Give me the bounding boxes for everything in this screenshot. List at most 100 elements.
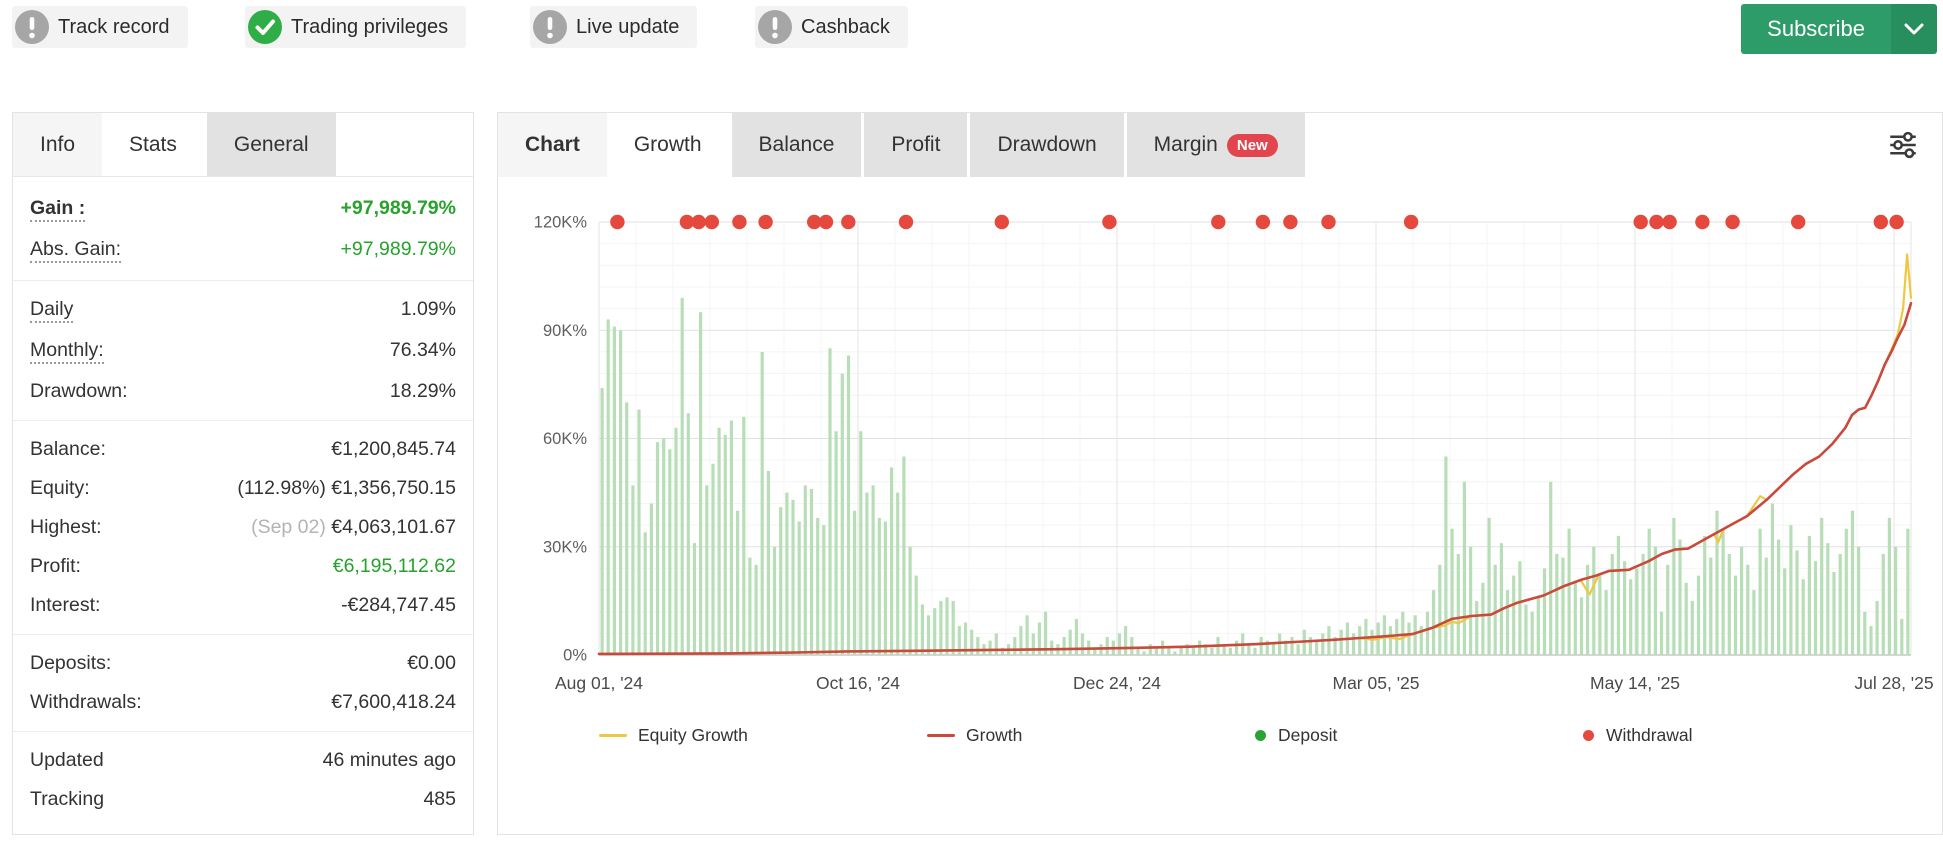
legend-label: Growth	[966, 725, 1023, 745]
badge-live-update[interactable]: Live update	[530, 6, 698, 48]
stat-row-highest: Highest: (Sep 02) €4,063,101.67	[13, 508, 473, 547]
stat-value-daily: 1.09%	[401, 298, 456, 321]
subscribe-dropdown-toggle[interactable]	[1891, 4, 1937, 54]
legend-label: Withdrawal	[1606, 725, 1693, 745]
legend-item-equity-growth[interactable]: Equity Growth	[599, 725, 927, 746]
stat-value-deposits: €0.00	[407, 652, 456, 675]
line-swatch-equity-growth	[599, 734, 627, 737]
tab-profit[interactable]: Profit	[864, 113, 968, 177]
stat-row-balance: Balance: €1,200,845.74	[13, 430, 473, 469]
tab-label: Margin	[1153, 133, 1218, 156]
stats-panel: Info Stats General Gain : +97,989.79% Abs. G…	[12, 112, 474, 835]
stat-amount: 18.29%	[389, 380, 456, 402]
x-axis-label: Aug 01, '24	[555, 673, 643, 693]
growth-chart[interactable]: 120K% 90K% 60K% 30K% 0% Aug 01, '24 Oct 16, '2…	[498, 177, 1942, 702]
tab-label: Growth	[633, 133, 702, 156]
stat-label-profit: Profit:	[30, 555, 81, 577]
stat-amount: 1.09%	[400, 298, 456, 320]
y-axis-label: 60K%	[543, 430, 587, 448]
y-axis-label: 0%	[563, 647, 587, 665]
stat-value-balance: €1,200,845.74	[331, 438, 456, 461]
daily-gain-bars	[600, 297, 1910, 656]
y-axis-label: 90K%	[543, 322, 587, 340]
y-axis-label: 30K%	[543, 538, 587, 556]
stat-label-withdrawals: Withdrawals:	[30, 691, 142, 713]
stat-label-deposits: Deposits:	[30, 652, 112, 674]
badge-label: Live update	[576, 15, 680, 38]
x-axis-label: Jul 28, '25	[1854, 673, 1933, 693]
stat-label-drawdown: Drawdown:	[30, 380, 128, 402]
stat-row-withdrawals: Withdrawals: €7,600,418.24	[13, 683, 473, 732]
subscribe-button[interactable]: Subscribe	[1741, 4, 1937, 54]
badge-label: Track record	[58, 15, 170, 38]
chevron-down-icon	[1904, 23, 1924, 35]
stat-row-monthly: Monthly: 76.34%	[13, 331, 473, 372]
stat-value-tracking: 485	[423, 788, 456, 811]
growth-chart-area[interactable]: 120K% 90K% 60K% 30K% 0% Aug 01, '24 Oct 16, '2…	[498, 177, 1942, 833]
tab-general[interactable]: General	[206, 113, 336, 176]
stat-label-monthly[interactable]: Monthly:	[30, 339, 104, 364]
stat-amount: €6,195,112.62	[332, 555, 456, 577]
badge-trading-privileges[interactable]: Trading privileges	[245, 6, 467, 48]
stats-list: Gain : +97,989.79% Abs. Gain: +97,989.79% Da…	[13, 177, 473, 819]
stat-amount: 76.34%	[389, 339, 456, 361]
badge-cashback[interactable]: Cashback	[755, 6, 908, 48]
stat-amount: €0.00	[407, 652, 456, 674]
tab-info[interactable]: Info	[13, 113, 103, 176]
tab-chart[interactable]: Chart	[498, 113, 607, 177]
growth-chart-svg[interactable]: 120K% 90K% 60K% 30K% 0% Aug 01, '24 Oct 16, '2…	[498, 177, 1942, 697]
legend-item-withdrawal[interactable]: Withdrawal	[1583, 725, 1911, 746]
stat-value-interest: -€284,747.45	[341, 594, 456, 617]
legend-item-deposit[interactable]: Deposit	[1255, 725, 1583, 746]
stat-label-abs-gain[interactable]: Abs. Gain:	[30, 238, 122, 263]
stat-value-updated: 46 minutes ago	[323, 749, 456, 772]
tab-label: Balance	[758, 133, 835, 156]
stat-row-gain: Gain : +97,989.79%	[13, 189, 473, 230]
stat-row-daily: Daily 1.09%	[13, 290, 473, 331]
stat-amount: €1,200,845.74	[331, 438, 456, 460]
x-axis-label: Mar 05, '25	[1333, 673, 1420, 693]
legend-item-growth[interactable]: Growth	[927, 725, 1255, 746]
stat-row-drawdown: Drawdown: 18.29%	[13, 372, 473, 421]
tab-label: Drawdown	[997, 133, 1097, 156]
x-axis-label: Dec 24, '24	[1073, 673, 1161, 693]
stat-value-highest: (Sep 02) €4,063,101.67	[251, 516, 456, 539]
stat-amount: +97,989.79%	[340, 238, 456, 260]
y-axis-label: 120K%	[534, 214, 588, 232]
x-axis-label: Oct 16, '24	[816, 673, 900, 693]
line-swatch-growth	[927, 734, 955, 737]
stat-row-profit: Profit: €6,195,112.62	[13, 547, 473, 586]
growth-line	[597, 301, 1913, 656]
exclamation-icon	[14, 9, 50, 45]
tab-margin[interactable]: Margin New	[1126, 113, 1305, 177]
tab-growth[interactable]: Growth	[606, 113, 729, 177]
stat-amount: 485	[423, 788, 456, 810]
exclamation-icon	[532, 9, 568, 45]
chart-settings-icon[interactable]	[1886, 128, 1920, 162]
subscribe-label[interactable]: Subscribe	[1741, 4, 1891, 54]
dot-swatch-withdrawal	[1583, 730, 1594, 741]
stat-amount: 46 minutes ago	[322, 749, 456, 771]
stat-row-interest: Interest: -€284,747.45	[13, 586, 473, 635]
badge-track-record[interactable]: Track record	[12, 6, 188, 48]
stat-amount: +97,989.79%	[340, 197, 456, 219]
tab-label: Profit	[891, 133, 941, 156]
stat-label-gain[interactable]: Gain :	[30, 197, 86, 222]
dot-swatch-deposit	[1255, 730, 1266, 741]
stat-value-drawdown: 18.29%	[390, 380, 456, 403]
stat-amount: €7,600,418.24	[331, 691, 456, 713]
tab-balance[interactable]: Balance	[731, 113, 862, 177]
badge-label: Cashback	[801, 15, 890, 38]
stat-amount: €1,356,750.15	[331, 477, 456, 499]
stat-row-abs-gain: Abs. Gain: +97,989.79%	[13, 230, 473, 281]
stat-label-daily[interactable]: Daily	[30, 298, 74, 323]
tab-drawdown[interactable]: Drawdown	[970, 113, 1124, 177]
chart-toolbar	[1886, 113, 1942, 177]
stat-row-updated: Updated 46 minutes ago	[13, 741, 473, 780]
check-icon	[247, 9, 283, 45]
chart-panel-tabs: Chart Growth Balance Profit Drawdown Margin Ne…	[498, 113, 1942, 177]
chart-legend: Equity Growth Growth Deposit Withdrawal	[599, 725, 1911, 746]
x-axis-label: May 14, '25	[1590, 673, 1680, 693]
stat-label-tracking: Tracking	[30, 788, 105, 810]
tab-stats[interactable]: Stats	[102, 113, 204, 176]
